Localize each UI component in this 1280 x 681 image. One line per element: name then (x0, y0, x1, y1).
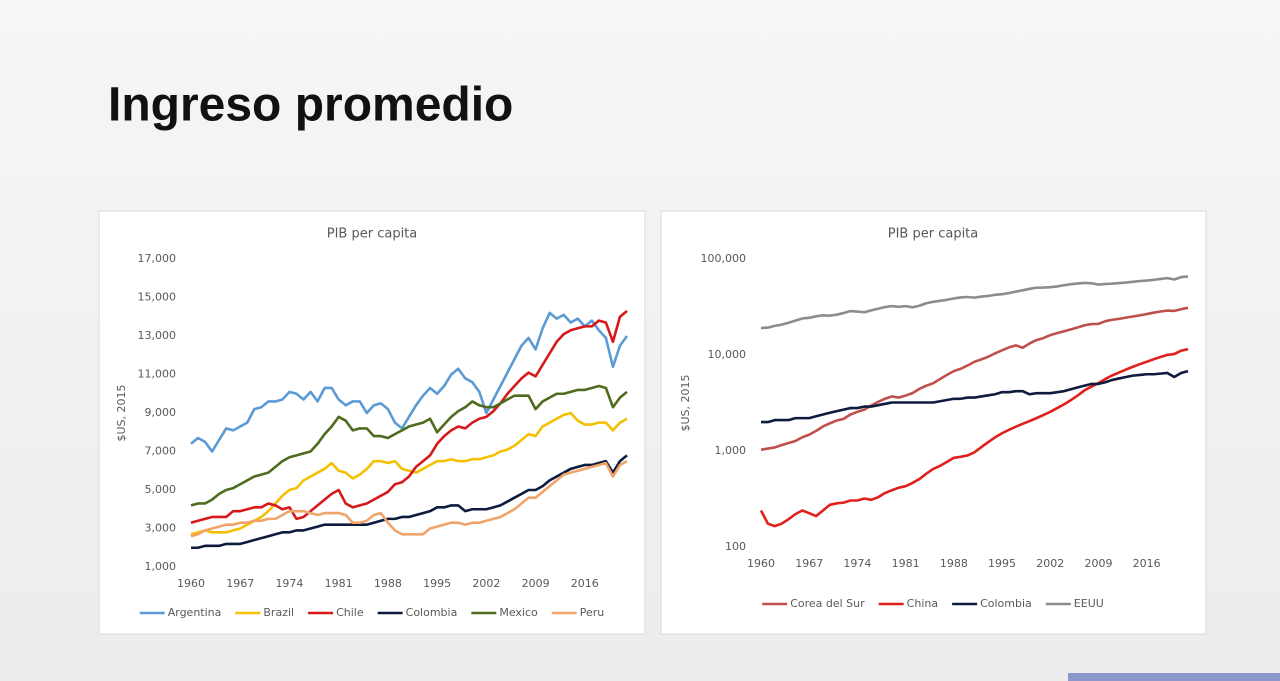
y-tick-label: 7,000 (145, 445, 177, 458)
legend-label: EEUU (1074, 597, 1104, 610)
x-tick-label: 2009 (1084, 557, 1112, 570)
series-line (190, 459, 628, 538)
x-tick-label: 1974 (843, 557, 871, 570)
y-tick-label: 10,000 (708, 348, 747, 361)
legend-label: Argentina (168, 606, 222, 619)
y-tick-label: 100,000 (701, 252, 747, 265)
y-tick-label: 9,000 (145, 406, 177, 419)
series-line (760, 306, 1189, 452)
y-axis-label: $US, 2015 (679, 374, 692, 431)
legend: Corea del Sur China Colombia EEUU (762, 597, 1104, 610)
series-line (761, 369, 1189, 424)
chart-frame (660, 210, 1207, 635)
legend-label: China (907, 597, 938, 610)
legend-item: Colombia (952, 597, 1032, 610)
series-line (190, 384, 628, 507)
legend-item: Colombia (377, 606, 458, 619)
y-tick-label: 15,000 (138, 291, 177, 304)
y-tick-label: 17,000 (138, 252, 177, 265)
legend-item: Corea del Sur (762, 597, 865, 610)
chart-frame (98, 210, 646, 635)
legend-item: Peru (551, 606, 605, 619)
chart-title: PIB per capita (327, 227, 418, 242)
slide-title: Ingreso promedio (108, 79, 513, 132)
legend-item: Brazil (235, 606, 294, 619)
series-line (759, 347, 1189, 528)
legend-item: Chile (308, 606, 364, 619)
x-tick-label: 1960 (747, 557, 775, 570)
legend-label: Peru (580, 606, 605, 619)
x-tick-label: 1988 (374, 577, 402, 590)
legend-label: Corea del Sur (790, 597, 865, 610)
x-tick-label: 1995 (988, 557, 1016, 570)
x-tick-label: 2009 (522, 577, 550, 590)
y-tick-label: 1,000 (145, 560, 177, 573)
legend-item: China (878, 597, 938, 610)
series-line (760, 275, 1189, 330)
legend-label: Mexico (499, 606, 538, 619)
x-tick-label: 2016 (571, 577, 599, 590)
y-tick-label: 5,000 (145, 483, 177, 496)
legend-item: Argentina (139, 606, 222, 619)
x-tick-label: 2016 (1133, 557, 1161, 570)
legend-item: EEUU (1045, 597, 1104, 610)
x-tick-label: 1981 (892, 557, 920, 570)
legend-item: Mexico (471, 606, 538, 619)
x-tick-label: 1981 (325, 577, 353, 590)
legend: Argentina Brazil Chile Colombia Mexico Peru (139, 606, 605, 619)
decor-bar (1068, 673, 1280, 681)
x-tick-label: 1988 (940, 557, 968, 570)
x-tick-label: 2002 (1036, 557, 1064, 570)
series-line (190, 311, 629, 453)
series-line (191, 454, 628, 550)
legend-label: Colombia (406, 606, 458, 619)
x-tick-label: 1995 (423, 577, 451, 590)
y-axis-label: $US, 2015 (115, 384, 128, 441)
legend-label: Chile (336, 606, 364, 619)
x-tick-label: 1974 (275, 577, 303, 590)
x-tick-label: 1967 (226, 577, 254, 590)
y-tick-label: 13,000 (138, 329, 177, 342)
x-tick-label: 1967 (795, 557, 823, 570)
x-tick-label: 2002 (472, 577, 500, 590)
x-tick-label: 1960 (177, 577, 205, 590)
series-line (190, 309, 628, 524)
chart-title: PIB per capita (888, 227, 979, 242)
y-tick-label: 3,000 (145, 522, 177, 535)
legend-label: Brazil (263, 606, 294, 619)
series-line (190, 411, 628, 536)
y-tick-label: 11,000 (138, 368, 177, 381)
legend-label: Colombia (980, 597, 1032, 610)
y-tick-label: 1,000 (715, 444, 747, 457)
y-tick-label: 100 (725, 540, 746, 553)
